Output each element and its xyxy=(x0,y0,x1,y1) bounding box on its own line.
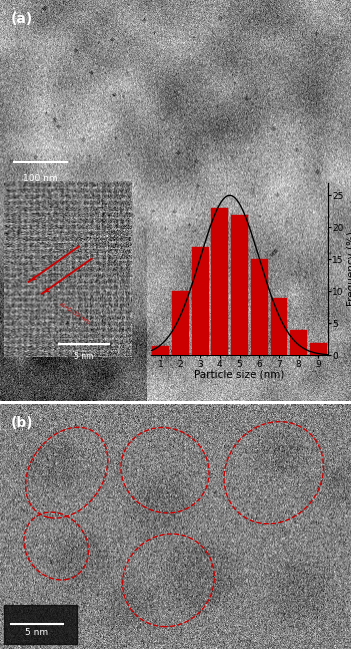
Text: 100 nm: 100 nm xyxy=(23,175,58,183)
Text: 5 nm: 5 nm xyxy=(25,627,48,636)
Bar xyxy=(310,342,327,355)
Bar xyxy=(192,246,208,355)
Bar xyxy=(172,291,189,355)
Bar xyxy=(152,346,169,355)
Text: 5 nm: 5 nm xyxy=(74,352,93,361)
Bar xyxy=(212,208,228,355)
X-axis label: Particle size (nm): Particle size (nm) xyxy=(194,370,285,380)
Bar xyxy=(251,259,267,355)
Bar xyxy=(271,298,287,355)
Y-axis label: Frequency (%): Frequency (%) xyxy=(347,231,351,306)
Text: d=0.32 nm: d=0.32 nm xyxy=(59,302,91,325)
Bar xyxy=(290,330,307,355)
Text: (b): (b) xyxy=(11,417,33,430)
Text: (a): (a) xyxy=(11,12,33,26)
FancyBboxPatch shape xyxy=(4,605,77,644)
Bar xyxy=(231,215,248,355)
